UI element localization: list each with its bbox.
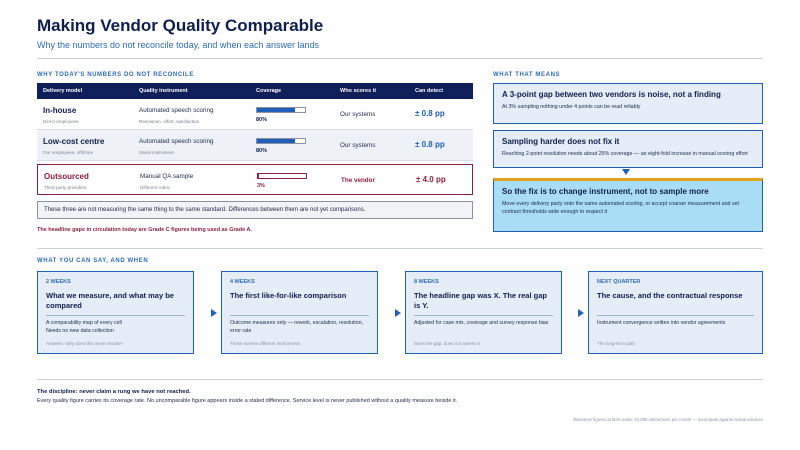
coverage-percent: 3% bbox=[257, 183, 265, 189]
scorer: Our systems bbox=[340, 111, 376, 118]
divider bbox=[597, 315, 754, 316]
model-name: Outsourced bbox=[44, 172, 89, 181]
footnote: Illustrative figures at 80% scale; 20,00… bbox=[572, 417, 763, 422]
instrument-name: Manual QA sample bbox=[140, 173, 194, 180]
table-row: Low-cost centre Our employees, offshore … bbox=[37, 130, 473, 161]
timeline-heading: The first like-for-like comparison bbox=[230, 291, 347, 300]
meaning-heading: So the fix is to change instrument, not … bbox=[502, 187, 709, 196]
timeline-heading: What we measure, and what may be compare… bbox=[46, 291, 174, 310]
meaning-body: Move every delivery party onto the same … bbox=[502, 201, 740, 215]
meaning-card-highlighted: So the fix is to change instrument, not … bbox=[493, 178, 763, 232]
model-subtitle: Direct employees bbox=[43, 119, 79, 124]
model-name: In-house bbox=[43, 106, 77, 115]
coverage-bar bbox=[256, 107, 306, 113]
coverage-bar bbox=[257, 173, 307, 179]
model-subtitle: Third-party providers bbox=[44, 185, 87, 190]
scorer: Our systems bbox=[340, 142, 376, 149]
timeline-footnote: Sizes the gap; does not assess it bbox=[414, 341, 480, 346]
page-title: Making Vendor Quality Comparable bbox=[37, 16, 324, 35]
detect-threshold: ± 4.0 pp bbox=[416, 175, 446, 184]
instrument-subtitle: Different rubric bbox=[140, 185, 171, 190]
timeline-body: Adjusted for case mix, coverage and surv… bbox=[414, 320, 549, 326]
coverage-percent: 80% bbox=[256, 148, 268, 154]
timeline-card: 4 WEEKS The first like-for-like comparis… bbox=[221, 271, 378, 354]
table-header: Delivery model Quality instrument Covera… bbox=[37, 83, 473, 99]
divider bbox=[414, 315, 553, 316]
timeline-footnote: Answers "why does this never resolve" bbox=[46, 341, 124, 346]
meaning-card: Sampling harder does not fix it Reaching… bbox=[493, 130, 763, 168]
divider bbox=[230, 315, 369, 316]
column-header: Can detect bbox=[415, 88, 444, 94]
table-row-highlighted: Outsourced Third-party providers Manual … bbox=[37, 164, 473, 195]
arrow-right-icon bbox=[578, 309, 584, 317]
model-name: Low-cost centre bbox=[43, 137, 105, 146]
timeline-card: 2 WEEKS What we measure, and what may be… bbox=[37, 271, 194, 354]
meaning-body: At 3% sampling nothing under 4 points ca… bbox=[502, 104, 641, 110]
page-subtitle: Why the numbers do not reconcile today, … bbox=[37, 40, 319, 50]
section-label-reconcile: WHY TODAY'S NUMBERS DO NOT RECONCILE bbox=[37, 72, 194, 78]
meaning-heading: Sampling harder does not fix it bbox=[502, 137, 620, 146]
model-subtitle: Our employees, offshore bbox=[43, 150, 94, 155]
timeline-card: 8 WEEKS The headline gap was X. The real… bbox=[405, 271, 562, 354]
instrument-name: Automated speech scoring bbox=[139, 138, 214, 145]
timeline-card: NEXT QUARTER The cause, and the contract… bbox=[588, 271, 763, 354]
column-header: Quality instrument bbox=[139, 88, 188, 94]
timeline-body: Instrument convergence written into vend… bbox=[597, 320, 726, 326]
section-label-meaning: WHAT THAT MEANS bbox=[493, 72, 561, 78]
divider bbox=[37, 58, 763, 59]
timeline-footnote: The long-term path bbox=[597, 341, 636, 346]
table-row: In-house Direct employees Automated spee… bbox=[37, 99, 473, 130]
coverage-percent: 80% bbox=[256, 117, 268, 123]
coverage-bar-fill bbox=[257, 139, 296, 143]
scorer: The vendor bbox=[341, 177, 375, 184]
section-label-timeline: WHAT YOU CAN SAY, AND WHEN bbox=[37, 258, 149, 264]
arrow-down-icon bbox=[622, 169, 630, 175]
timeline-heading: The cause, and the contractual response bbox=[597, 291, 743, 300]
timeline-period: 8 WEEKS bbox=[414, 279, 439, 285]
divider bbox=[37, 379, 763, 380]
timeline-body: Outcome measures only — rework, escalati… bbox=[230, 320, 363, 334]
discipline-heading: The discipline: never claim a rung we ha… bbox=[37, 389, 191, 395]
divider bbox=[46, 315, 185, 316]
timeline-heading: The headline gap was X. The real gap is … bbox=[414, 291, 547, 310]
meaning-body: Reaching 2-point resolution needs about … bbox=[502, 151, 748, 157]
divider bbox=[37, 248, 763, 249]
instrument-subtitle: Same instrument bbox=[139, 150, 174, 155]
instrument-name: Automated speech scoring bbox=[139, 107, 214, 114]
meaning-heading: A 3-point gap between two vendors is noi… bbox=[502, 90, 721, 99]
column-header: Who scores it bbox=[340, 88, 377, 94]
warning-text: The headline gaps in circulation today a… bbox=[37, 227, 252, 233]
timeline-period: 4 WEEKS bbox=[230, 279, 255, 285]
coverage-bar-fill bbox=[258, 174, 260, 178]
coverage-bar bbox=[256, 138, 306, 144]
coverage-bar-fill bbox=[257, 108, 296, 112]
coverage-table: Delivery model Quality instrument Covera… bbox=[37, 83, 473, 195]
timeline-footnote: These survive different instruments bbox=[230, 341, 300, 346]
timeline-period: 2 WEEKS bbox=[46, 279, 71, 285]
column-header: Coverage bbox=[256, 88, 282, 94]
timeline-period: NEXT QUARTER bbox=[597, 279, 641, 285]
detect-threshold: ± 0.8 pp bbox=[415, 109, 445, 118]
instrument-subtitle: Resolution, effort, satisfaction bbox=[139, 119, 200, 124]
discipline-body: Every quality figure carries its coverag… bbox=[37, 398, 458, 404]
column-header: Delivery model bbox=[43, 88, 83, 94]
detect-threshold: ± 0.8 pp bbox=[415, 140, 445, 149]
arrow-right-icon bbox=[211, 309, 217, 317]
table-note: These three are not measuring the same t… bbox=[37, 201, 473, 219]
timeline-body: A comparability map of every cell Needs … bbox=[46, 320, 122, 334]
meaning-card: A 3-point gap between two vendors is noi… bbox=[493, 83, 763, 124]
arrow-right-icon bbox=[395, 309, 401, 317]
